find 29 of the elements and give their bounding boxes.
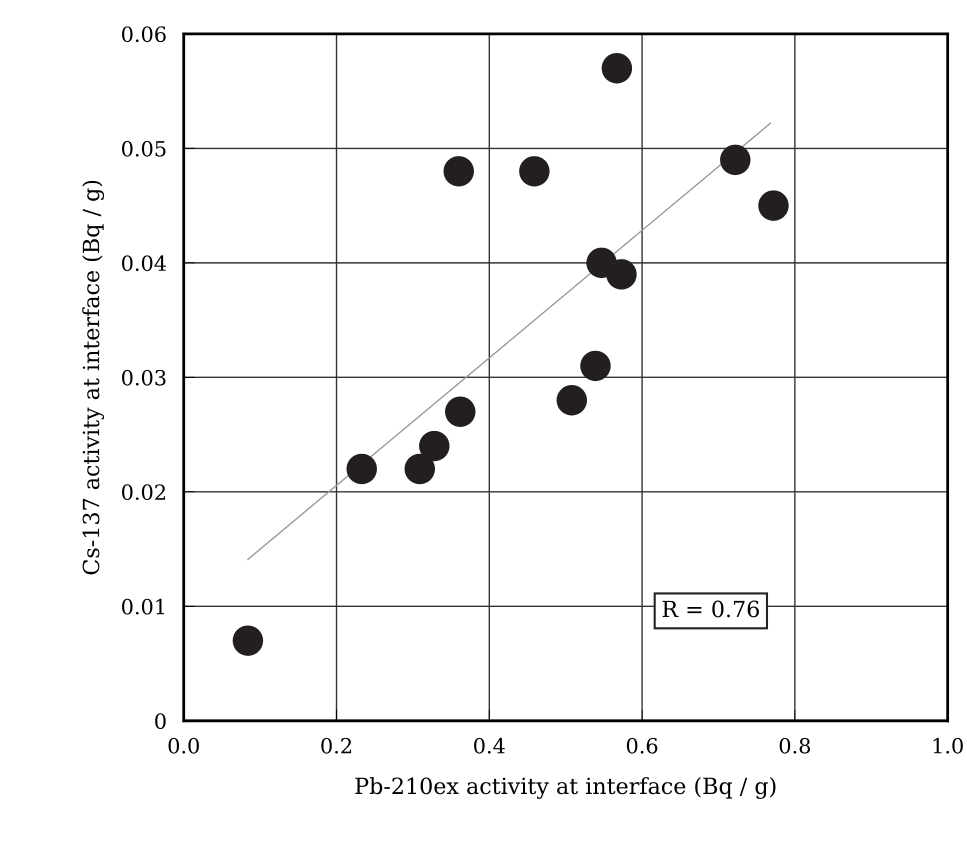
point: [346, 454, 377, 484]
annotation: R = 0.76: [662, 600, 759, 618]
y-tick-label: 0.02: [122, 484, 166, 500]
y-tick-label: 0.03: [122, 370, 166, 386]
x-axis-title: Pb-210ex activity at interface (Bq / g): [355, 777, 776, 799]
point: [444, 156, 474, 187]
y-axis-title: Cs-137 activity at interface (Bq / g): [82, 180, 104, 574]
point: [580, 350, 611, 382]
point: [606, 259, 637, 290]
y-tick-label: 0.04: [122, 255, 166, 272]
x-tick-label: 0.8: [780, 738, 810, 754]
x-tick-label: 0.0: [168, 738, 199, 754]
y-tick-label: 0: [155, 713, 166, 730]
point: [556, 385, 588, 416]
point: [445, 396, 476, 427]
y-tick-label: 0.01: [122, 598, 164, 615]
point: [519, 156, 550, 187]
y-tick-label: 0.06: [122, 26, 166, 42]
point: [232, 625, 264, 656]
point: [404, 454, 435, 484]
x-tick-label: 0.2: [321, 738, 352, 754]
y-tick-label: 0.05: [122, 140, 166, 157]
point: [720, 144, 750, 176]
point: [758, 190, 789, 221]
x-tick-label: 1.0: [934, 738, 963, 754]
point: [602, 53, 632, 84]
x-tick-label: 0.4: [474, 738, 505, 754]
point: [419, 430, 450, 462]
x-tick-label: 0.6: [626, 738, 658, 754]
